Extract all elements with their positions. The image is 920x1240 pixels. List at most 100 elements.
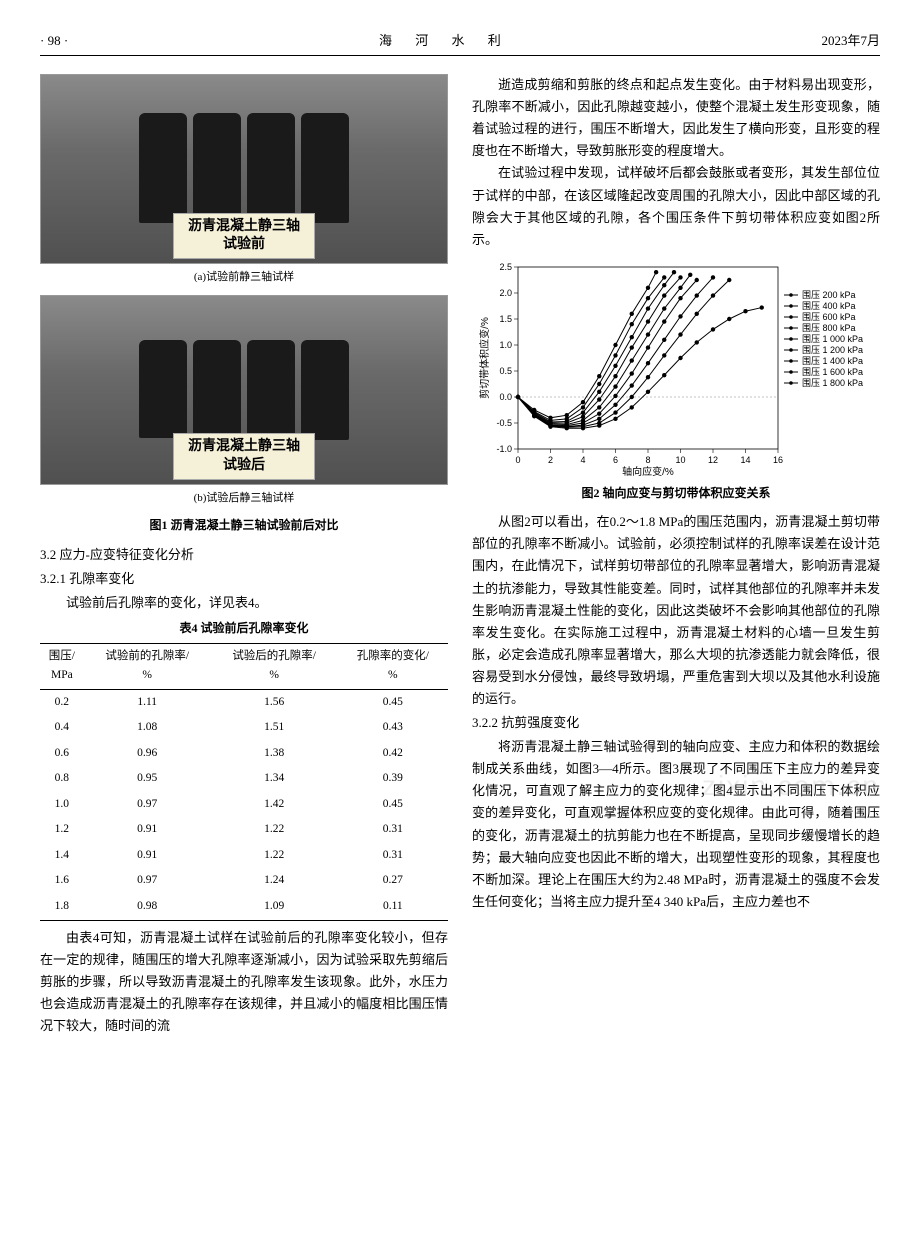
table-cell: 1.24 bbox=[211, 868, 338, 894]
figure1b-photo: 沥青混凝土静三轴 试验后 bbox=[40, 295, 448, 485]
table-cell: 0.95 bbox=[84, 766, 211, 792]
table-cell: 0.43 bbox=[338, 715, 448, 741]
right-para-3: 从图2可以看出，在0.2～1.8 MPa的围压范围内，沥青混凝土剪切带部位的孔隙… bbox=[472, 511, 880, 710]
svg-text:14: 14 bbox=[740, 455, 750, 465]
table-cell: 1.0 bbox=[40, 792, 84, 818]
right-para-1: 逝造成剪缩和剪胀的终点和起点发生变化。由于材料易出现变形，孔隙率不断减小，因此孔… bbox=[472, 74, 880, 162]
table-cell: 0.8 bbox=[40, 766, 84, 792]
table-row: 1.80.981.090.11 bbox=[40, 894, 448, 920]
page-number: · 98 · bbox=[40, 30, 68, 52]
plaque-a-line1: 沥青混凝土静三轴 bbox=[188, 219, 300, 234]
table-cell: 1.8 bbox=[40, 894, 84, 920]
table-cell: 0.97 bbox=[84, 868, 211, 894]
table-row: 0.80.951.340.39 bbox=[40, 766, 448, 792]
table-cell: 0.11 bbox=[338, 894, 448, 920]
svg-text:1.5: 1.5 bbox=[499, 314, 512, 324]
svg-text:围压 1 000 kPa: 围压 1 000 kPa bbox=[802, 334, 863, 344]
table-cell: 0.91 bbox=[84, 843, 211, 869]
table-cell: 0.31 bbox=[338, 817, 448, 843]
table-cell: 1.2 bbox=[40, 817, 84, 843]
svg-text:围压 1 400 kPa: 围压 1 400 kPa bbox=[802, 356, 863, 366]
table-cell: 0.4 bbox=[40, 715, 84, 741]
table-row: 0.60.961.380.42 bbox=[40, 741, 448, 767]
left-paragraph: 由表4可知，沥青混凝土试样在试验前后的孔隙率变化较小，但存在一定的规律，随围压的… bbox=[40, 927, 448, 1037]
table-cell: 1.4 bbox=[40, 843, 84, 869]
svg-text:围压 200 kPa: 围压 200 kPa bbox=[802, 290, 856, 300]
table-cell: 0.39 bbox=[338, 766, 448, 792]
table-row: 1.20.911.220.31 bbox=[40, 817, 448, 843]
svg-text:围压 600 kPa: 围压 600 kPa bbox=[802, 312, 856, 322]
table-cell: 0.31 bbox=[338, 843, 448, 869]
figure1a-subcaption: (a)试验前静三轴试样 bbox=[40, 268, 448, 287]
page-header: · 98 · 海 河 水 利 2023年7月 bbox=[40, 30, 880, 56]
table-row: 0.21.111.560.45 bbox=[40, 689, 448, 715]
table-cell: 0.27 bbox=[338, 868, 448, 894]
svg-text:围压 1 600 kPa: 围压 1 600 kPa bbox=[802, 367, 863, 377]
right-para-4: 将沥青混凝土静三轴试验得到的轴向应变、主应力和体积的数据绘制成关系曲线，如图3—… bbox=[472, 736, 880, 913]
table-cell: 0.45 bbox=[338, 792, 448, 818]
table-cell: 0.91 bbox=[84, 817, 211, 843]
table-cell: 1.34 bbox=[211, 766, 338, 792]
table-cell: 1.51 bbox=[211, 715, 338, 741]
table4-caption: 表4 试验前后孔隙率变化 bbox=[40, 618, 448, 638]
section-3-2: 3.2 应力-应变特征变化分析 bbox=[40, 544, 448, 566]
table4-header: 围压/MPa bbox=[40, 643, 84, 689]
table-intro: 试验前后孔隙率的变化，详见表4。 bbox=[40, 592, 448, 614]
table-cell: 0.96 bbox=[84, 741, 211, 767]
plaque-b-line1: 沥青混凝土静三轴 bbox=[188, 439, 300, 454]
plaque-b-line2: 试验后 bbox=[223, 458, 265, 473]
svg-text:10: 10 bbox=[675, 455, 685, 465]
right-para-2: 在试验过程中发现，试样破坏后都会鼓胀或者变形，其发生部位位于试样的中部，在该区域… bbox=[472, 162, 880, 250]
table4: 围压/MPa试验前的孔隙率/%试验后的孔隙率/%孔隙率的变化/% 0.21.11… bbox=[40, 643, 448, 921]
svg-text:0: 0 bbox=[515, 455, 520, 465]
section-3-2-2: 3.2.2 抗剪强度变化 bbox=[472, 712, 880, 734]
figure1-caption: 图1 沥青混凝土静三轴试验前后对比 bbox=[40, 515, 448, 535]
svg-text:6: 6 bbox=[613, 455, 618, 465]
table-cell: 0.2 bbox=[40, 689, 84, 715]
table4-header: 试验后的孔隙率/% bbox=[211, 643, 338, 689]
svg-text:2: 2 bbox=[548, 455, 553, 465]
svg-text:2.0: 2.0 bbox=[499, 288, 512, 298]
svg-text:剪切带体积应变/%: 剪切带体积应变/% bbox=[478, 317, 491, 399]
left-column: 沥青混凝土静三轴 试验前 (a)试验前静三轴试样 沥青混凝土静三轴 试验后 (b… bbox=[40, 74, 448, 1037]
table-cell: 1.6 bbox=[40, 868, 84, 894]
svg-text:围压 800 kPa: 围压 800 kPa bbox=[802, 323, 856, 333]
right-column: 逝造成剪缩和剪胀的终点和起点发生变化。由于材料易出现变形，孔隙率不断减小，因此孔… bbox=[472, 74, 880, 1037]
svg-text:16: 16 bbox=[773, 455, 783, 465]
table-cell: 1.22 bbox=[211, 843, 338, 869]
journal-name: 海 河 水 利 bbox=[379, 30, 511, 52]
svg-text:12: 12 bbox=[708, 455, 718, 465]
svg-text:2.5: 2.5 bbox=[499, 262, 512, 272]
svg-text:0.5: 0.5 bbox=[499, 366, 512, 376]
table-row: 1.60.971.240.27 bbox=[40, 868, 448, 894]
table-cell: 0.6 bbox=[40, 741, 84, 767]
svg-text:围压 1 800 kPa: 围压 1 800 kPa bbox=[802, 378, 863, 388]
svg-text:4: 4 bbox=[580, 455, 585, 465]
table4-header: 孔隙率的变化/% bbox=[338, 643, 448, 689]
table-cell: 1.56 bbox=[211, 689, 338, 715]
svg-text:轴向应变/%: 轴向应变/% bbox=[622, 465, 674, 478]
table-cell: 1.42 bbox=[211, 792, 338, 818]
svg-text:围压 1 200 kPa: 围压 1 200 kPa bbox=[802, 345, 863, 355]
plaque-a-line2: 试验前 bbox=[223, 237, 265, 252]
table-cell: 0.98 bbox=[84, 894, 211, 920]
figure1b-subcaption: (b)试验后静三轴试样 bbox=[40, 489, 448, 508]
svg-text:围压 400 kPa: 围压 400 kPa bbox=[802, 301, 856, 311]
svg-text:-0.5: -0.5 bbox=[496, 418, 512, 428]
table-cell: 1.22 bbox=[211, 817, 338, 843]
table-row: 0.41.081.510.43 bbox=[40, 715, 448, 741]
svg-text:8: 8 bbox=[645, 455, 650, 465]
table-cell: 0.97 bbox=[84, 792, 211, 818]
svg-text:1.0: 1.0 bbox=[499, 340, 512, 350]
figure2-chart: 0246810121416-1.0-0.50.00.51.01.52.02.5轴… bbox=[472, 259, 880, 479]
issue-date: 2023年7月 bbox=[821, 30, 880, 52]
section-3-2-1: 3.2.1 孔隙率变化 bbox=[40, 568, 448, 590]
table-cell: 1.38 bbox=[211, 741, 338, 767]
svg-text:-1.0: -1.0 bbox=[496, 444, 512, 454]
table-cell: 1.09 bbox=[211, 894, 338, 920]
table-row: 1.40.911.220.31 bbox=[40, 843, 448, 869]
table4-header: 试验前的孔隙率/% bbox=[84, 643, 211, 689]
table-cell: 0.45 bbox=[338, 689, 448, 715]
table-cell: 1.11 bbox=[84, 689, 211, 715]
figure1a-photo: 沥青混凝土静三轴 试验前 bbox=[40, 74, 448, 264]
